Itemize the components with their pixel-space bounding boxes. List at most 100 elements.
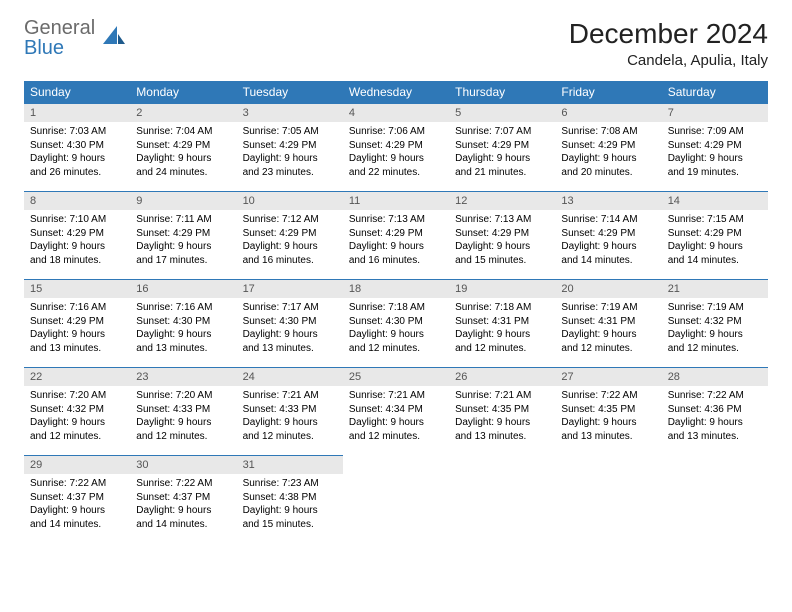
weekday-header: Tuesday (237, 81, 343, 104)
calendar-cell: 3Sunrise: 7:05 AMSunset: 4:29 PMDaylight… (237, 104, 343, 192)
calendar-cell: 7Sunrise: 7:09 AMSunset: 4:29 PMDaylight… (662, 104, 768, 192)
day-info: Sunrise: 7:21 AMSunset: 4:35 PMDaylight:… (449, 386, 555, 446)
location-text: Candela, Apulia, Italy (569, 52, 768, 69)
weekday-header: Thursday (449, 81, 555, 104)
calendar-cell (343, 456, 449, 544)
calendar-cell: 30Sunrise: 7:22 AMSunset: 4:37 PMDayligh… (130, 456, 236, 544)
calendar-week-row: 22Sunrise: 7:20 AMSunset: 4:32 PMDayligh… (24, 368, 768, 456)
day-info: Sunrise: 7:22 AMSunset: 4:37 PMDaylight:… (24, 474, 130, 534)
logo-text: General Blue (24, 18, 95, 58)
day-number: 12 (449, 192, 555, 210)
calendar-cell: 12Sunrise: 7:13 AMSunset: 4:29 PMDayligh… (449, 192, 555, 280)
day-info: Sunrise: 7:19 AMSunset: 4:31 PMDaylight:… (555, 298, 661, 358)
day-number: 28 (662, 368, 768, 386)
calendar-cell: 5Sunrise: 7:07 AMSunset: 4:29 PMDaylight… (449, 104, 555, 192)
day-number: 16 (130, 280, 236, 298)
day-info: Sunrise: 7:13 AMSunset: 4:29 PMDaylight:… (343, 210, 449, 270)
calendar-cell: 27Sunrise: 7:22 AMSunset: 4:35 PMDayligh… (555, 368, 661, 456)
calendar-cell (449, 456, 555, 544)
day-number: 6 (555, 104, 661, 122)
sail-icon (99, 22, 127, 55)
day-info: Sunrise: 7:16 AMSunset: 4:29 PMDaylight:… (24, 298, 130, 358)
day-info: Sunrise: 7:13 AMSunset: 4:29 PMDaylight:… (449, 210, 555, 270)
day-number: 3 (237, 104, 343, 122)
calendar-week-row: 1Sunrise: 7:03 AMSunset: 4:30 PMDaylight… (24, 104, 768, 192)
day-number: 10 (237, 192, 343, 210)
day-number: 1 (24, 104, 130, 122)
day-info: Sunrise: 7:23 AMSunset: 4:38 PMDaylight:… (237, 474, 343, 534)
day-info: Sunrise: 7:08 AMSunset: 4:29 PMDaylight:… (555, 122, 661, 182)
day-info: Sunrise: 7:10 AMSunset: 4:29 PMDaylight:… (24, 210, 130, 270)
day-info: Sunrise: 7:05 AMSunset: 4:29 PMDaylight:… (237, 122, 343, 182)
calendar-cell: 22Sunrise: 7:20 AMSunset: 4:32 PMDayligh… (24, 368, 130, 456)
day-number: 20 (555, 280, 661, 298)
day-info: Sunrise: 7:14 AMSunset: 4:29 PMDaylight:… (555, 210, 661, 270)
calendar-cell: 15Sunrise: 7:16 AMSunset: 4:29 PMDayligh… (24, 280, 130, 368)
day-info: Sunrise: 7:07 AMSunset: 4:29 PMDaylight:… (449, 122, 555, 182)
calendar-cell: 2Sunrise: 7:04 AMSunset: 4:29 PMDaylight… (130, 104, 236, 192)
calendar-cell: 17Sunrise: 7:17 AMSunset: 4:30 PMDayligh… (237, 280, 343, 368)
day-number: 15 (24, 280, 130, 298)
day-number: 8 (24, 192, 130, 210)
day-number: 17 (237, 280, 343, 298)
calendar-week-row: 15Sunrise: 7:16 AMSunset: 4:29 PMDayligh… (24, 280, 768, 368)
day-info: Sunrise: 7:22 AMSunset: 4:37 PMDaylight:… (130, 474, 236, 534)
day-info: Sunrise: 7:22 AMSunset: 4:36 PMDaylight:… (662, 386, 768, 446)
month-title: December 2024 (569, 18, 768, 50)
day-info: Sunrise: 7:16 AMSunset: 4:30 PMDaylight:… (130, 298, 236, 358)
calendar-table: Sunday Monday Tuesday Wednesday Thursday… (24, 81, 768, 544)
day-info: Sunrise: 7:21 AMSunset: 4:33 PMDaylight:… (237, 386, 343, 446)
weekday-header: Saturday (662, 81, 768, 104)
calendar-cell: 1Sunrise: 7:03 AMSunset: 4:30 PMDaylight… (24, 104, 130, 192)
day-number: 9 (130, 192, 236, 210)
title-block: December 2024 Candela, Apulia, Italy (569, 18, 768, 69)
calendar-cell: 9Sunrise: 7:11 AMSunset: 4:29 PMDaylight… (130, 192, 236, 280)
day-number: 27 (555, 368, 661, 386)
day-number: 5 (449, 104, 555, 122)
day-info: Sunrise: 7:03 AMSunset: 4:30 PMDaylight:… (24, 122, 130, 182)
weekday-header: Wednesday (343, 81, 449, 104)
calendar-cell: 31Sunrise: 7:23 AMSunset: 4:38 PMDayligh… (237, 456, 343, 544)
calendar-week-row: 8Sunrise: 7:10 AMSunset: 4:29 PMDaylight… (24, 192, 768, 280)
calendar-cell: 4Sunrise: 7:06 AMSunset: 4:29 PMDaylight… (343, 104, 449, 192)
day-number: 29 (24, 456, 130, 474)
day-info: Sunrise: 7:22 AMSunset: 4:35 PMDaylight:… (555, 386, 661, 446)
calendar-cell: 23Sunrise: 7:20 AMSunset: 4:33 PMDayligh… (130, 368, 236, 456)
calendar-cell: 16Sunrise: 7:16 AMSunset: 4:30 PMDayligh… (130, 280, 236, 368)
calendar-cell: 21Sunrise: 7:19 AMSunset: 4:32 PMDayligh… (662, 280, 768, 368)
weekday-header-row: Sunday Monday Tuesday Wednesday Thursday… (24, 81, 768, 104)
calendar-cell: 29Sunrise: 7:22 AMSunset: 4:37 PMDayligh… (24, 456, 130, 544)
day-number: 19 (449, 280, 555, 298)
calendar-cell: 14Sunrise: 7:15 AMSunset: 4:29 PMDayligh… (662, 192, 768, 280)
day-number: 30 (130, 456, 236, 474)
day-info: Sunrise: 7:11 AMSunset: 4:29 PMDaylight:… (130, 210, 236, 270)
day-number: 7 (662, 104, 768, 122)
day-number: 22 (24, 368, 130, 386)
day-info: Sunrise: 7:12 AMSunset: 4:29 PMDaylight:… (237, 210, 343, 270)
calendar-cell: 24Sunrise: 7:21 AMSunset: 4:33 PMDayligh… (237, 368, 343, 456)
calendar-cell: 20Sunrise: 7:19 AMSunset: 4:31 PMDayligh… (555, 280, 661, 368)
day-info: Sunrise: 7:15 AMSunset: 4:29 PMDaylight:… (662, 210, 768, 270)
logo-text-blue: Blue (24, 37, 64, 59)
calendar-cell: 26Sunrise: 7:21 AMSunset: 4:35 PMDayligh… (449, 368, 555, 456)
weekday-header: Sunday (24, 81, 130, 104)
calendar-cell: 28Sunrise: 7:22 AMSunset: 4:36 PMDayligh… (662, 368, 768, 456)
calendar-cell: 19Sunrise: 7:18 AMSunset: 4:31 PMDayligh… (449, 280, 555, 368)
calendar-cell: 10Sunrise: 7:12 AMSunset: 4:29 PMDayligh… (237, 192, 343, 280)
day-info: Sunrise: 7:20 AMSunset: 4:32 PMDaylight:… (24, 386, 130, 446)
calendar-cell: 11Sunrise: 7:13 AMSunset: 4:29 PMDayligh… (343, 192, 449, 280)
weekday-header: Monday (130, 81, 236, 104)
day-info: Sunrise: 7:09 AMSunset: 4:29 PMDaylight:… (662, 122, 768, 182)
weekday-header: Friday (555, 81, 661, 104)
page-header: General Blue December 2024 Candela, Apul… (24, 18, 768, 69)
calendar-cell: 25Sunrise: 7:21 AMSunset: 4:34 PMDayligh… (343, 368, 449, 456)
calendar-cell (555, 456, 661, 544)
day-number: 18 (343, 280, 449, 298)
logo: General Blue (24, 18, 127, 58)
day-info: Sunrise: 7:17 AMSunset: 4:30 PMDaylight:… (237, 298, 343, 358)
calendar-cell: 18Sunrise: 7:18 AMSunset: 4:30 PMDayligh… (343, 280, 449, 368)
day-info: Sunrise: 7:18 AMSunset: 4:31 PMDaylight:… (449, 298, 555, 358)
day-number: 24 (237, 368, 343, 386)
day-number: 23 (130, 368, 236, 386)
calendar-week-row: 29Sunrise: 7:22 AMSunset: 4:37 PMDayligh… (24, 456, 768, 544)
